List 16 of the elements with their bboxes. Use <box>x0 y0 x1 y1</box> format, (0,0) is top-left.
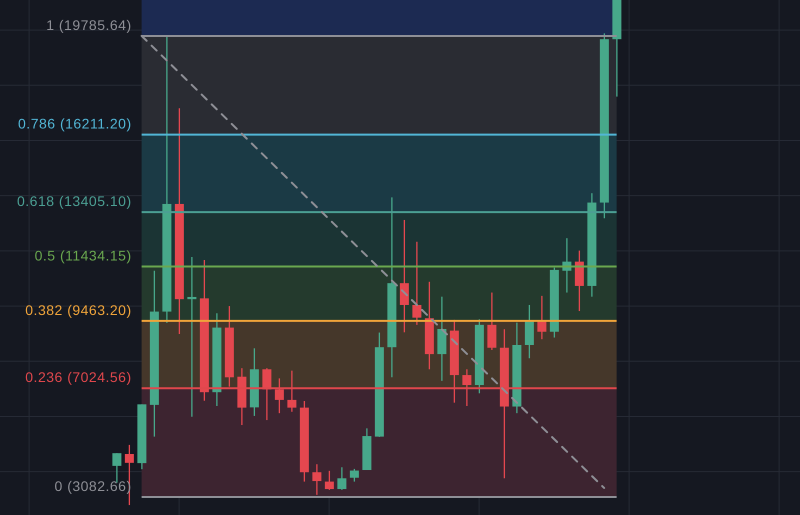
candlestick <box>337 466 346 491</box>
candlestick <box>537 295 546 340</box>
ref-line-label: 0.5 (11434.15) <box>34 247 132 264</box>
ref-line-label: 1 (19785.64) <box>46 17 132 33</box>
candlestick <box>324 470 334 491</box>
ref-line-label: 0.786 (16211.20) <box>18 116 132 132</box>
candlestick <box>524 304 534 359</box>
ref-line-label: 0.618 (13405.10) <box>16 193 132 210</box>
ref-line-label: 0.236 (7024.56) <box>25 369 132 386</box>
candlestick <box>187 256 196 418</box>
candlestick <box>350 468 359 482</box>
candlestick <box>412 241 422 326</box>
candlestick <box>312 464 322 496</box>
ref-line-label: 0.382 (9463.20) <box>25 302 132 318</box>
candlestick <box>400 219 409 333</box>
candlestick <box>487 292 496 351</box>
